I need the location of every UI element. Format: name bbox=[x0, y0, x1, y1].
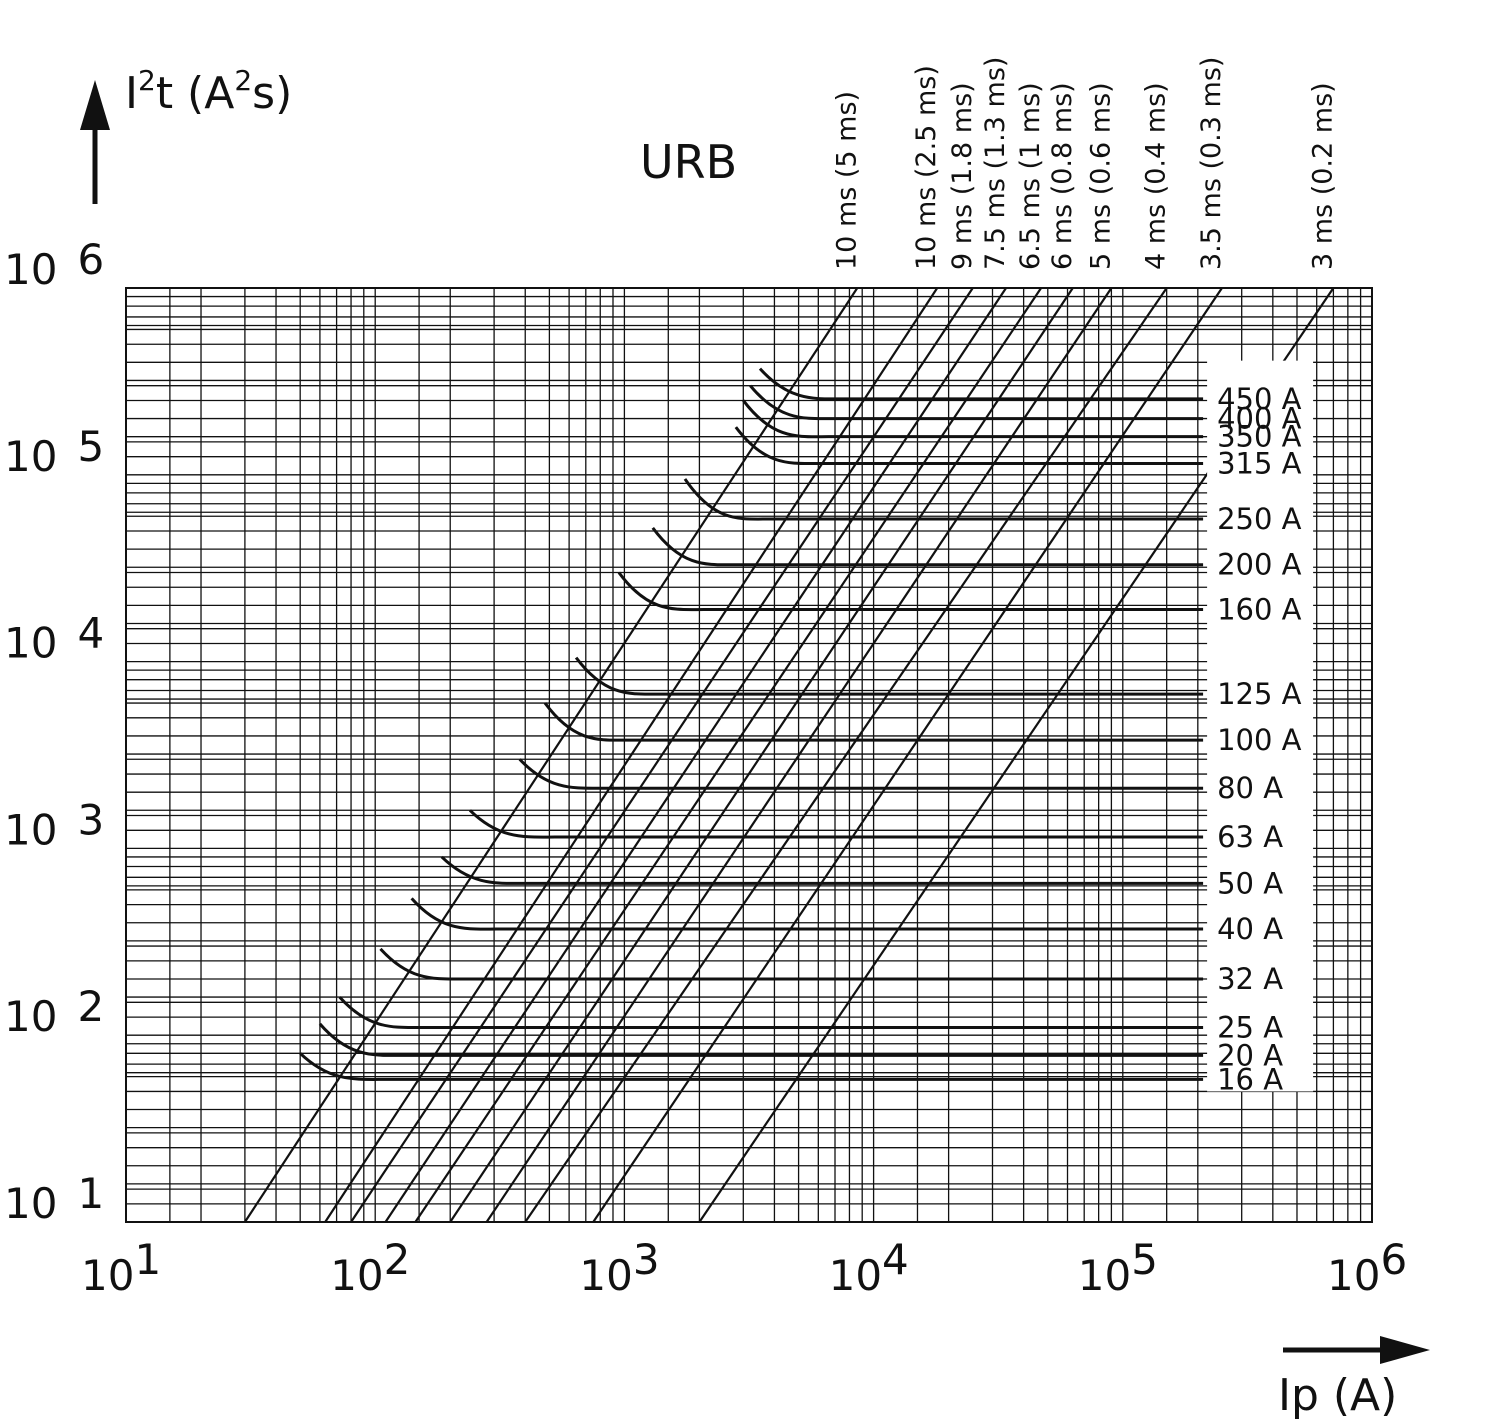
fuse-label: 16 A bbox=[1217, 1062, 1283, 1096]
time-line-label: 4 ms (0.4 ms) bbox=[1141, 82, 1172, 270]
time-line bbox=[524, 287, 1168, 1223]
fuse-curves bbox=[299, 367, 1204, 1081]
time-line-label: 10 ms (5 ms) bbox=[831, 91, 862, 270]
time-line-label: 3 ms (0.2 ms) bbox=[1307, 82, 1338, 270]
fuse-curve bbox=[543, 702, 1204, 742]
time-lines bbox=[243, 287, 1335, 1223]
fuse-label: 250 A bbox=[1217, 502, 1302, 536]
fuse-curve bbox=[651, 526, 1204, 567]
y-axis-label: I2t (A2s) bbox=[125, 64, 292, 119]
fuse-label: 40 A bbox=[1217, 912, 1283, 946]
x-tick-labels: 101 102 103 104 105 106 bbox=[81, 1235, 1407, 1300]
time-line bbox=[350, 287, 974, 1223]
time-line-label: 6 ms (0.8 ms) bbox=[1047, 82, 1078, 270]
time-line-label: 9 ms (1.8 ms) bbox=[947, 82, 978, 270]
x-tick-label: 102 bbox=[330, 1235, 410, 1300]
fuse-label: 450 A bbox=[1217, 382, 1302, 416]
fuse-curve bbox=[574, 656, 1204, 696]
y-axis-label-base: I bbox=[125, 68, 138, 119]
fuse-curve bbox=[379, 947, 1204, 981]
y-axis-label-sup2: 2 bbox=[234, 64, 252, 97]
y-axis-label-end: s) bbox=[252, 68, 292, 119]
fuse-label: 63 A bbox=[1217, 820, 1283, 854]
time-line-label: 5 ms (0.6 ms) bbox=[1085, 82, 1116, 270]
time-line-label: 7.5 ms (1.3 ms) bbox=[980, 57, 1011, 270]
fuse-curve bbox=[440, 855, 1204, 885]
fuse-curve bbox=[318, 1022, 1204, 1057]
y-axis-arrow-head bbox=[80, 80, 110, 130]
y-tick-label: 10 1 bbox=[4, 1169, 104, 1228]
time-line-label: 6.5 ms (1 ms) bbox=[1015, 82, 1046, 270]
x-tick-label: 101 bbox=[81, 1235, 161, 1300]
y-tick-label: 10 6 bbox=[4, 235, 104, 294]
fuse-curve bbox=[734, 426, 1204, 466]
x-tick-label: 106 bbox=[1327, 1235, 1407, 1300]
fuse-curve bbox=[749, 384, 1204, 421]
plot-frame bbox=[125, 287, 1373, 1223]
time-line bbox=[243, 287, 859, 1223]
fuse-curve bbox=[742, 399, 1204, 439]
fuse-label: 400 A bbox=[1217, 402, 1302, 436]
fuse-curve bbox=[338, 996, 1204, 1030]
fuse-curve bbox=[617, 571, 1204, 612]
x-tick-label: 104 bbox=[829, 1235, 909, 1300]
fuse-label: 20 A bbox=[1217, 1038, 1283, 1072]
fuse-curve bbox=[518, 758, 1204, 790]
fuse-label: 125 A bbox=[1217, 677, 1302, 711]
fuse-label: 315 A bbox=[1217, 446, 1302, 480]
fuse-label: 25 A bbox=[1217, 1010, 1283, 1044]
x-axis-arrow-head bbox=[1380, 1336, 1430, 1364]
fuse-label: 32 A bbox=[1217, 962, 1283, 996]
y-axis-label-rest: t (A bbox=[156, 68, 235, 119]
horizontal-grid bbox=[126, 295, 1372, 1205]
time-line-labels: 10 ms (5 ms) 10 ms (2.5 ms) 9 ms (1.8 ms) 7… bbox=[831, 57, 1338, 270]
x-tick-label: 105 bbox=[1078, 1235, 1158, 1300]
fuse-label: 350 A bbox=[1217, 420, 1302, 454]
y-tick-label: 10 3 bbox=[4, 795, 104, 854]
fuse-curve bbox=[468, 809, 1204, 839]
fuse-curve bbox=[758, 367, 1204, 401]
time-line-label: 3.5 ms (0.3 ms) bbox=[1196, 57, 1227, 270]
fuse-label: 160 A bbox=[1217, 593, 1302, 627]
fuse-curve bbox=[683, 478, 1204, 521]
fuse-label-panel: 16 A20 A25 A 32 A 40 A 50 A 63 A 80 A 100 A 125… bbox=[1207, 360, 1314, 1096]
fuse-curve bbox=[299, 1052, 1204, 1081]
y-tick-label: 10 5 bbox=[4, 422, 104, 481]
time-line bbox=[324, 287, 939, 1223]
fuse-label: 200 A bbox=[1217, 548, 1302, 582]
fuse-label-background bbox=[1207, 360, 1314, 1092]
x-axis-label: Ip (A) bbox=[1278, 1370, 1397, 1421]
time-line-label: 10 ms (2.5 ms) bbox=[911, 65, 942, 270]
time-line bbox=[485, 287, 1113, 1223]
y-axis-label-sup: 2 bbox=[138, 64, 156, 97]
x-tick-label: 103 bbox=[579, 1235, 659, 1300]
time-line bbox=[449, 287, 1074, 1223]
fuse-label: 50 A bbox=[1217, 866, 1283, 900]
time-line bbox=[384, 287, 1007, 1223]
time-line bbox=[592, 287, 1223, 1223]
y-tick-label: 10 2 bbox=[4, 982, 104, 1041]
fuse-label: 100 A bbox=[1217, 723, 1302, 757]
y-tick-label: 10 4 bbox=[4, 609, 104, 668]
fuse-curve bbox=[410, 897, 1204, 931]
time-line bbox=[414, 287, 1043, 1223]
chart-title: URB bbox=[640, 135, 737, 189]
fuse-label: 80 A bbox=[1217, 771, 1283, 805]
